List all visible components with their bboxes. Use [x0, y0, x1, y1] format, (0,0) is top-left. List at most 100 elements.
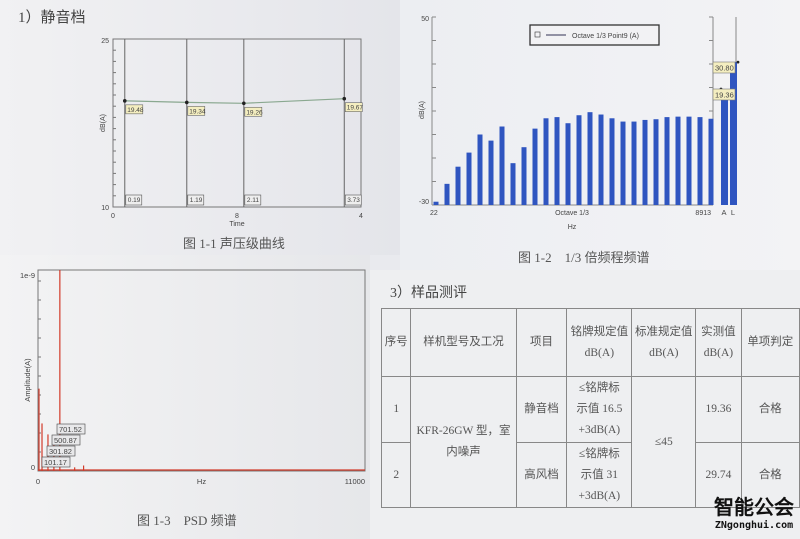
value-label-box [712, 88, 736, 101]
octave-bar [653, 119, 659, 205]
octave-bar [532, 128, 538, 205]
spl-curve-chart: 25 100 8 4 Time dB(A) 19.48 0.19 19.34 1.19 19.26 2… [100, 38, 363, 228]
octave-bar [587, 112, 593, 205]
time-label: 3.73 [347, 197, 360, 204]
octave-bar [521, 147, 527, 205]
psd-spectrum-chart: 1e-9 00 11000 Hz Amplitude(A) 101.17 301.82 500… [20, 269, 366, 486]
y-tick-label: 1e-9 [20, 271, 35, 280]
octave-bar [477, 134, 483, 205]
peak-label-box [51, 434, 81, 446]
peak-label-box [56, 423, 86, 435]
x-axis-label: Time [229, 221, 244, 228]
table-header-row: 序号 样机型号及工况 项目 铭牌规定值 dB(A) 标准规定值 dB(A) 实测… [380, 308, 800, 377]
measured-cell: 19.36 [695, 376, 742, 443]
peak-label: 500.87 [54, 436, 77, 445]
value-label-box [344, 102, 363, 112]
header-rated: 铭牌规定值 dB(A) [566, 308, 633, 377]
table-row: 1 KFR-26GW 型，室内噪声 静音档 ≤铭牌标 示值 16.5 +3dB(A)… [380, 376, 800, 508]
octave-bar [631, 121, 637, 205]
figure-1-3-panel: 1e-9 0 0 11000 Hz Amplitude(A) 101.17 301.82 500… [0, 255, 370, 539]
series-line [124, 98, 345, 104]
legend-checkbox [534, 31, 541, 38]
figure-caption: 图 1-2 1/3 倍频程频谱 [518, 250, 650, 265]
octave-bar [664, 117, 670, 205]
figure-caption: 图 1-1 声压级曲线 [183, 236, 285, 251]
x-center-label: Octave 1/3 [555, 210, 589, 217]
x-axis-label: Hz [197, 477, 206, 486]
peak-label-box [41, 456, 71, 468]
watermark-logo: 智能公会 ZNgonghui.com [714, 491, 794, 531]
result-cell: 合格 [740, 442, 800, 508]
x-tick-label: 4 [359, 213, 363, 220]
rated-line: 示值 16.5 [576, 403, 623, 415]
header-item: 项目 [515, 308, 568, 377]
value-label-box [712, 61, 736, 74]
octave-bar [598, 114, 604, 205]
value-label: 19.48 [127, 107, 144, 114]
y-axis-label: Amplitude(A) [23, 358, 32, 402]
value-label: 19.34 [189, 108, 206, 115]
time-label-box [344, 194, 362, 206]
rated-line: 示值 31 [580, 468, 619, 481]
octave-bar [708, 118, 714, 205]
header-standard: 标准规定值 dB(A) [631, 308, 697, 377]
rated-line: ≤铭牌标 [578, 382, 620, 394]
measured-cell: 29.74 [695, 442, 742, 508]
legend-box [529, 24, 660, 46]
figure-caption: 图 1-3 PSD 频谱 [137, 513, 237, 528]
octave-bar [455, 166, 461, 205]
header-model: 样机型号及工况 [410, 308, 517, 377]
rated-cell: ≤铭牌标 示值 31 +3dB(A) [566, 442, 633, 508]
octave-bar [576, 115, 582, 205]
total-tick-label: L [731, 208, 735, 217]
data-point [242, 101, 246, 106]
peak-label: 101.17 [44, 458, 67, 467]
time-label-box [125, 194, 143, 206]
value-label: 30.80 [715, 64, 734, 73]
octave-bar [466, 152, 472, 205]
header-measured: 实测值 dB(A) [695, 308, 742, 377]
value-label: 19.36 [715, 91, 734, 100]
header-result: 单项判定 [740, 308, 800, 377]
section-heading: 1）静音档 [18, 10, 86, 26]
item-cell: 高风档 [515, 442, 568, 508]
octave-bar [510, 163, 516, 205]
legend-label: Octave 1/3 Point9 (A) [572, 33, 639, 40]
logo-text: 智能公会 [714, 495, 794, 519]
sample-evaluation-panel: 3）样品测评 序号 样机型号及工况 项目 铭牌规定值 dB(A) 标准规定值 d… [370, 270, 800, 539]
figure-1-1-panel: 1）静音档 25 10 0 8 4 Time dB(A) 19.48 0.19 19.34 1.19… [0, 0, 400, 255]
header-no: 序号 [380, 308, 412, 377]
y-tick-label: 10 [101, 205, 109, 212]
octave-bar [609, 118, 615, 205]
peak-label: 701.52 [59, 425, 82, 434]
row-no: 1 [380, 376, 412, 443]
item-cell: 静音档 [515, 376, 568, 443]
section-heading: 3）样品测评 [390, 286, 467, 301]
octave-bar [444, 183, 450, 205]
result-cell: 合格 [740, 376, 800, 443]
plot-frame [112, 38, 362, 208]
row-no: 2 [380, 442, 412, 508]
data-point [184, 100, 189, 105]
time-label: 1.19 [190, 197, 203, 204]
total-bar-A [721, 89, 728, 205]
octave-bar [697, 117, 703, 205]
y-tick-label: 0 [31, 463, 35, 472]
y-axis-label: dB(A) [100, 114, 107, 132]
total-tick-label: A [721, 208, 726, 217]
x-tick-label: 0 [36, 477, 40, 486]
octave-bar [642, 119, 648, 205]
time-label-box [187, 194, 205, 206]
octave-bar [543, 118, 549, 205]
table-row: 2 高风档 ≤铭牌标 示值 31 +3dB(A) 29.74 合格 [380, 442, 800, 508]
peak-label: 301.82 [49, 447, 72, 456]
data-point [342, 96, 347, 101]
y-tick-label: 50 [421, 16, 429, 23]
figure-1-2-panel: 50 -30 22 8913 Octave 1/3 Hz dB(A) Octave 1/3 P… [400, 0, 800, 270]
value-label: 19.26 [246, 109, 263, 116]
octave-bar [554, 117, 560, 205]
model-cell: KFR-26GW 型，室内噪声 [410, 376, 517, 508]
x-tick-label: 11000 [345, 477, 365, 486]
octave-bar [488, 140, 494, 205]
